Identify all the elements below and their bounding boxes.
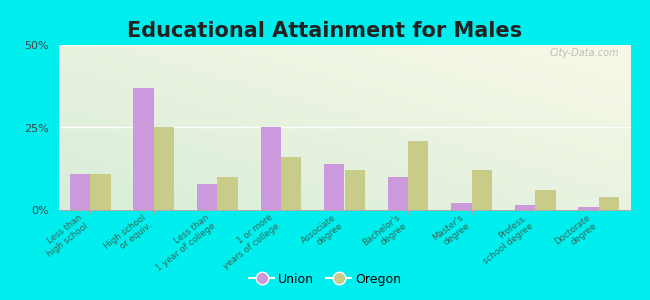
Text: Doctorate
degree: Doctorate degree xyxy=(553,213,599,255)
Bar xyxy=(387,177,408,210)
Bar xyxy=(408,141,428,210)
Bar xyxy=(535,190,556,210)
Bar xyxy=(472,170,492,210)
Bar xyxy=(90,174,110,210)
Text: High school
or equiv.: High school or equiv. xyxy=(102,213,154,259)
Bar xyxy=(281,157,302,210)
Text: Associate
degree: Associate degree xyxy=(300,213,344,254)
Legend: Union, Oregon: Union, Oregon xyxy=(244,268,406,291)
Bar xyxy=(154,128,174,210)
Bar xyxy=(451,203,472,210)
Text: 1 or more
years of college: 1 or more years of college xyxy=(215,213,281,271)
Text: Less than
high school: Less than high school xyxy=(40,213,90,259)
Text: Master's
degree: Master's degree xyxy=(431,213,472,251)
Bar xyxy=(515,205,535,210)
Bar xyxy=(217,177,238,210)
Bar xyxy=(324,164,345,210)
Bar xyxy=(578,207,599,210)
Text: Less than
1 year of college: Less than 1 year of college xyxy=(148,213,217,273)
Bar xyxy=(197,184,217,210)
Bar xyxy=(599,197,619,210)
Text: City-Data.com: City-Data.com xyxy=(549,48,619,58)
Text: Bachelor's
degree: Bachelor's degree xyxy=(361,213,408,256)
Bar xyxy=(70,174,90,210)
Bar xyxy=(261,128,281,210)
Text: Educational Attainment for Males: Educational Attainment for Males xyxy=(127,21,523,41)
Bar xyxy=(133,88,154,210)
Bar xyxy=(344,170,365,210)
Text: Profess.
school degree: Profess. school degree xyxy=(475,213,535,266)
